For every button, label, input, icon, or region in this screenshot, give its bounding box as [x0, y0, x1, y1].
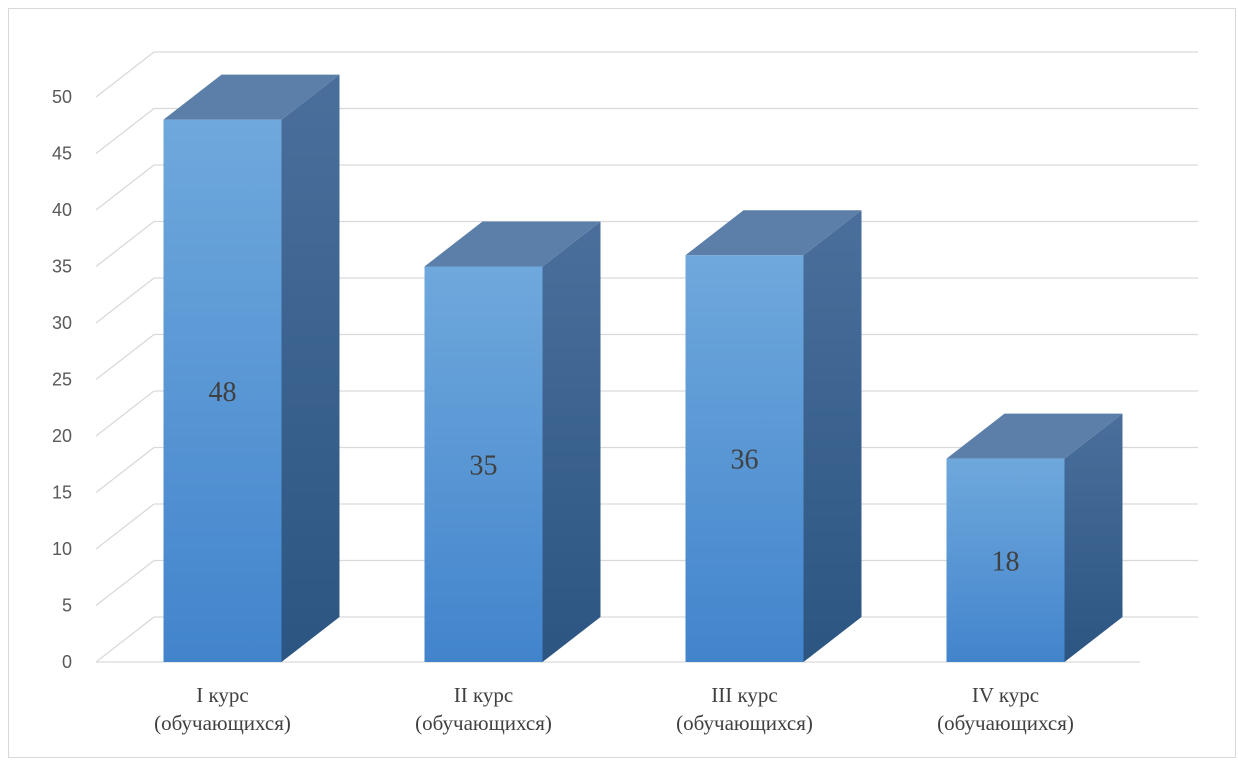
bar-1: 48: [163, 74, 340, 663]
y-axis-ticks: 0 5 10 15 20 25 30 35 40 45 50: [52, 87, 72, 672]
bar-side: [281, 74, 340, 663]
ytick-label: 40: [52, 200, 72, 220]
bar-top: [163, 74, 340, 120]
bar-4: 18: [946, 413, 1123, 662]
gridline-diag-20: [95, 390, 155, 437]
bar-3: 36: [685, 210, 862, 662]
ytick-label: 25: [52, 370, 72, 390]
gridline-diag-15: [95, 446, 155, 494]
ytick-label: 20: [52, 426, 72, 446]
bar-front: [163, 119, 282, 663]
gridline-diag-25: [95, 333, 155, 381]
bar-top: [685, 210, 862, 256]
bar-top: [946, 413, 1123, 459]
ytick-label: 10: [52, 539, 72, 559]
gridline-diag-0: [95, 616, 155, 663]
ytick-label: 0: [62, 652, 72, 672]
gridline-diag-50: [95, 51, 155, 98]
category-label: III курс (обучающихся): [676, 683, 813, 735]
data-label: 18: [992, 546, 1020, 577]
gridline-diag-5: [95, 559, 155, 607]
category-label-line: (обучающихся): [937, 711, 1074, 735]
ytick-label: 30: [52, 313, 72, 333]
category-label-line: (обучающихся): [676, 711, 813, 735]
bar-top: [424, 221, 601, 267]
category-label-line: III курс: [711, 683, 777, 707]
bar-side: [542, 221, 601, 662]
bar-2: 35: [424, 221, 601, 662]
bar-side: [1064, 413, 1123, 662]
bar-front: [424, 266, 543, 662]
gridline-diag-45: [95, 107, 155, 155]
category-label-line: (обучающихся): [415, 711, 552, 735]
ytick-label: 45: [52, 144, 72, 164]
bars: 48 35 36 18: [163, 74, 1123, 663]
data-label: 36: [731, 445, 759, 476]
ytick-label: 50: [52, 87, 72, 107]
ytick-label: 15: [52, 483, 72, 503]
gridline-diag-35: [95, 220, 155, 268]
category-label-line: (обучающихся): [154, 711, 291, 735]
gridline-diag-40: [95, 164, 155, 211]
bar-side: [803, 210, 862, 662]
bar-front: [685, 255, 804, 662]
category-label-line: I курс: [196, 683, 248, 707]
gridline-diag-30: [95, 277, 155, 324]
bar-front: [946, 458, 1065, 662]
category-label: II курс (обучающихся): [415, 683, 552, 735]
x-axis-labels: I курс (обучающихся)II курс (обучающихся)I…: [154, 683, 1074, 735]
ytick-label: 35: [52, 257, 72, 277]
data-label: 48: [209, 377, 237, 408]
gridline-diag-10: [95, 503, 155, 550]
data-label: 35: [470, 450, 498, 481]
category-label-line: IV курс: [972, 683, 1039, 707]
ytick-label: 5: [62, 596, 72, 616]
category-label-line: II курс: [454, 683, 513, 707]
category-label: IV курс (обучающихся): [937, 683, 1074, 735]
category-label: I курс (обучающихся): [154, 683, 291, 735]
